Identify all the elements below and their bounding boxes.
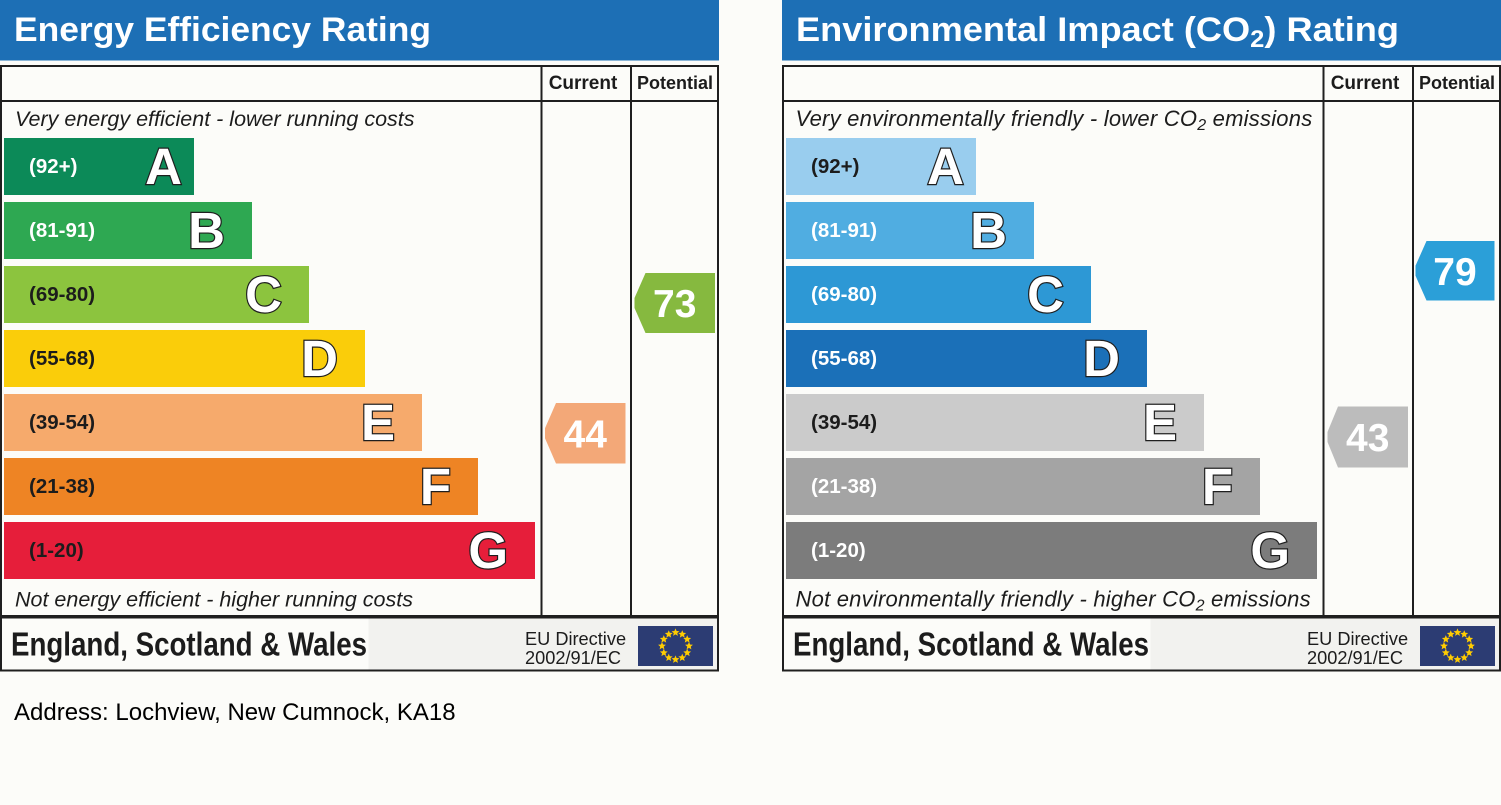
svg-text:EU Directive: EU Directive xyxy=(1307,629,1408,649)
svg-text:(92+): (92+) xyxy=(811,155,859,178)
svg-text:D: D xyxy=(1083,330,1120,387)
svg-text:(39-54): (39-54) xyxy=(29,411,95,434)
svg-text:Current: Current xyxy=(1331,73,1400,94)
svg-text:Not environmentally friendly -: Not environmentally friendly - higher CO… xyxy=(796,587,1311,615)
svg-text:C: C xyxy=(1027,266,1064,323)
svg-text:E: E xyxy=(361,394,395,451)
svg-text:Address: Lochview, New Cumnock: Address: Lochview, New Cumnock, KA18 xyxy=(14,699,456,726)
svg-text:F: F xyxy=(1202,458,1233,515)
svg-text:G: G xyxy=(468,522,508,579)
svg-text:EU Directive: EU Directive xyxy=(525,629,626,649)
svg-text:G: G xyxy=(1250,522,1290,579)
svg-text:(69-80): (69-80) xyxy=(811,283,877,306)
svg-text:(21-38): (21-38) xyxy=(811,475,877,498)
svg-text:(39-54): (39-54) xyxy=(811,411,877,434)
svg-text:Current: Current xyxy=(549,73,618,94)
svg-text:(55-68): (55-68) xyxy=(29,347,95,370)
svg-text:Potential: Potential xyxy=(1419,73,1495,93)
svg-text:Not energy efficient - higher: Not energy efficient - higher running co… xyxy=(15,588,413,612)
svg-text:2002/91/EC: 2002/91/EC xyxy=(1307,648,1403,668)
svg-text:Very energy efficient - lower: Very energy efficient - lower running co… xyxy=(15,107,415,131)
svg-text:(1-20): (1-20) xyxy=(29,539,84,562)
svg-text:A: A xyxy=(145,138,182,195)
svg-text:Potential: Potential xyxy=(637,73,713,93)
svg-text:B: B xyxy=(188,202,225,259)
svg-text:(81-91): (81-91) xyxy=(29,219,95,242)
svg-text:(21-38): (21-38) xyxy=(29,475,95,498)
svg-text:(92+): (92+) xyxy=(29,155,77,178)
svg-text:73: 73 xyxy=(653,283,696,326)
svg-text:A: A xyxy=(927,138,964,195)
svg-text:Very environmentally friendly: Very environmentally friendly - lower CO… xyxy=(796,106,1313,134)
svg-text:2002/91/EC: 2002/91/EC xyxy=(525,648,621,668)
svg-text:(69-80): (69-80) xyxy=(29,283,95,306)
svg-text:F: F xyxy=(420,458,451,515)
svg-text:43: 43 xyxy=(1346,417,1389,460)
svg-text:C: C xyxy=(245,266,282,323)
svg-text:England, Scotland & Wales: England, Scotland & Wales xyxy=(793,626,1149,663)
svg-text:England, Scotland & Wales: England, Scotland & Wales xyxy=(11,626,367,663)
svg-text:79: 79 xyxy=(1433,251,1476,294)
svg-text:D: D xyxy=(301,330,338,387)
svg-text:Energy Efficiency Rating: Energy Efficiency Rating xyxy=(14,11,431,49)
svg-text:(81-91): (81-91) xyxy=(811,219,877,242)
svg-text:(1-20): (1-20) xyxy=(811,539,866,562)
svg-text:Environmental Impact (CO2) Rat: Environmental Impact (CO 2) Rating xyxy=(796,11,1399,53)
svg-text:(55-68): (55-68) xyxy=(811,347,877,370)
svg-text:B: B xyxy=(970,202,1007,259)
svg-text:E: E xyxy=(1143,394,1177,451)
svg-text:44: 44 xyxy=(564,413,608,456)
